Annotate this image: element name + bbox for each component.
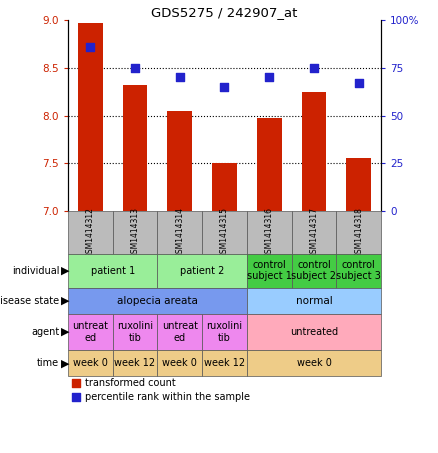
Text: GSM1414315: GSM1414315: [220, 207, 229, 258]
Text: alopecia areata: alopecia areata: [117, 296, 198, 306]
Bar: [167, 111, 192, 211]
Text: GSM1414316: GSM1414316: [265, 207, 274, 258]
Text: control
subject 1: control subject 1: [247, 260, 292, 281]
Text: week 0: week 0: [162, 358, 197, 368]
Bar: [247, 254, 292, 288]
Point: [221, 83, 228, 91]
Point: [72, 393, 79, 400]
Text: GSM1414313: GSM1414313: [131, 207, 139, 258]
Bar: [157, 314, 202, 350]
Bar: [68, 314, 113, 350]
Text: GSM1414314: GSM1414314: [175, 207, 184, 258]
Point: [72, 380, 79, 387]
Bar: [212, 163, 237, 211]
Bar: [247, 211, 292, 254]
Point: [176, 74, 183, 81]
Bar: [157, 211, 202, 254]
Text: normal: normal: [296, 296, 332, 306]
Bar: [247, 350, 381, 376]
Text: time: time: [37, 358, 59, 368]
Bar: [302, 92, 326, 211]
Text: GSM1414318: GSM1414318: [354, 207, 363, 258]
Bar: [68, 288, 247, 314]
Text: control
subject 2: control subject 2: [291, 260, 336, 281]
Bar: [336, 211, 381, 254]
Bar: [68, 211, 113, 254]
Bar: [202, 211, 247, 254]
Text: patient 1: patient 1: [91, 265, 135, 276]
Text: individual: individual: [12, 265, 59, 276]
Bar: [202, 350, 247, 376]
Text: patient 2: patient 2: [180, 265, 224, 276]
Point: [311, 64, 318, 72]
Text: ▶: ▶: [61, 296, 70, 306]
Bar: [202, 314, 247, 350]
Text: ▶: ▶: [61, 327, 70, 337]
Text: ▶: ▶: [61, 358, 70, 368]
Bar: [257, 118, 282, 211]
Bar: [78, 23, 102, 211]
Text: ruxolini
tib: ruxolini tib: [117, 321, 153, 343]
Text: transformed count: transformed count: [85, 378, 176, 388]
Text: percentile rank within the sample: percentile rank within the sample: [85, 392, 250, 402]
Bar: [113, 350, 157, 376]
Bar: [292, 211, 336, 254]
Text: agent: agent: [31, 327, 59, 337]
Text: GSM1414317: GSM1414317: [310, 207, 318, 258]
Text: week 0: week 0: [73, 358, 108, 368]
Bar: [247, 314, 381, 350]
Text: untreat
ed: untreat ed: [162, 321, 198, 343]
Text: week 12: week 12: [204, 358, 245, 368]
Bar: [113, 314, 157, 350]
Text: untreated: untreated: [290, 327, 338, 337]
Bar: [346, 159, 371, 211]
Text: control
subject 3: control subject 3: [336, 260, 381, 281]
Text: disease state: disease state: [0, 296, 59, 306]
Text: GSM1414312: GSM1414312: [86, 207, 95, 258]
Title: GDS5275 / 242907_at: GDS5275 / 242907_at: [151, 6, 298, 19]
Text: ▶: ▶: [61, 265, 70, 276]
Point: [355, 80, 362, 87]
Text: ruxolini
tib: ruxolini tib: [206, 321, 243, 343]
Point: [87, 43, 94, 51]
Bar: [292, 254, 336, 288]
Point: [266, 74, 273, 81]
Bar: [247, 288, 381, 314]
Bar: [123, 85, 147, 211]
Bar: [157, 254, 247, 288]
Point: [131, 64, 138, 72]
Bar: [68, 254, 157, 288]
Bar: [157, 350, 202, 376]
Bar: [68, 350, 113, 376]
Bar: [336, 254, 381, 288]
Bar: [113, 211, 157, 254]
Text: untreat
ed: untreat ed: [72, 321, 108, 343]
Text: week 0: week 0: [297, 358, 332, 368]
Text: week 12: week 12: [114, 358, 155, 368]
